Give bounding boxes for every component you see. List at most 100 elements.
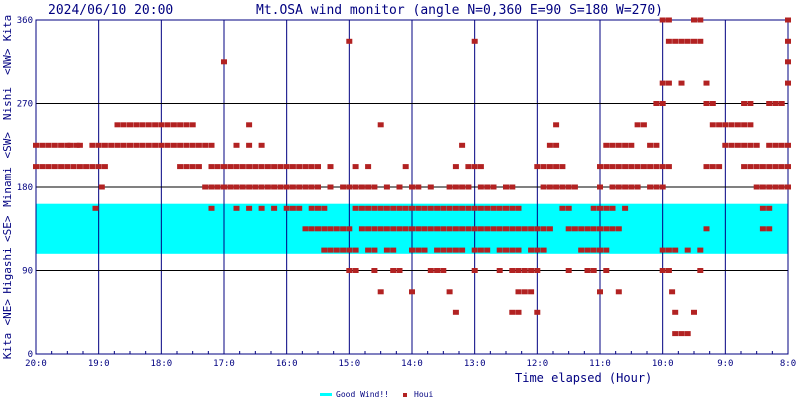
houi-point	[597, 226, 603, 232]
houi-point	[490, 205, 497, 211]
houi-point	[559, 184, 566, 190]
houi-point	[383, 226, 390, 232]
houi-point	[465, 226, 472, 232]
houi-point	[697, 38, 704, 44]
houi-point	[195, 142, 202, 148]
houi-point	[778, 164, 785, 170]
houi-point	[239, 184, 246, 190]
houi-point	[528, 247, 535, 253]
houi-point	[622, 142, 629, 148]
houi-point	[709, 122, 716, 128]
houi-point	[772, 142, 779, 148]
houi-point	[703, 164, 710, 170]
houi-point	[766, 164, 773, 170]
houi-point	[315, 184, 321, 190]
houi-point	[371, 205, 378, 211]
houi-point	[565, 205, 572, 211]
houi-point	[409, 184, 415, 190]
houi-point	[590, 226, 597, 232]
houi-point	[189, 122, 196, 128]
houi-point	[753, 184, 760, 190]
x-tick-label: 20:0	[25, 359, 47, 369]
houi-point	[691, 17, 697, 23]
houi-point	[415, 205, 422, 211]
houi-point	[503, 205, 509, 211]
houi-point	[377, 205, 384, 211]
houi-point	[340, 184, 347, 190]
houi-point	[553, 122, 560, 128]
houi-point	[672, 331, 679, 337]
houi-point	[659, 268, 666, 273]
houi-point	[766, 184, 773, 190]
houi-point	[678, 80, 685, 86]
houi-point	[678, 331, 685, 337]
houi-point	[785, 184, 791, 190]
houi-point	[669, 289, 676, 295]
houi-point	[534, 164, 541, 170]
houi-point	[177, 122, 184, 128]
houi-point	[615, 184, 622, 190]
houi-point	[659, 247, 666, 253]
houi-point	[534, 226, 541, 232]
houi-point	[534, 309, 541, 315]
houi-point	[672, 247, 679, 253]
houi-point	[427, 268, 434, 273]
houi-point	[214, 164, 221, 170]
houi-point	[734, 122, 741, 128]
houi-point	[477, 205, 484, 211]
houi-point	[64, 164, 71, 170]
houi-point	[108, 142, 115, 148]
houi-point	[615, 164, 622, 170]
houi-point	[559, 164, 566, 170]
houi-point	[741, 122, 748, 128]
houi-point	[390, 205, 397, 211]
houi-point	[647, 164, 654, 170]
y-axis-label: Nishi	[1, 87, 14, 120]
houi-point	[785, 164, 791, 170]
houi-point	[346, 184, 353, 190]
houi-point	[634, 164, 641, 170]
houi-point	[597, 184, 603, 190]
houi-point	[503, 184, 509, 190]
houi-point	[252, 184, 259, 190]
houi-point	[471, 268, 478, 273]
houi-point	[785, 80, 791, 86]
houi-point	[515, 226, 522, 232]
houi-point	[703, 226, 710, 232]
houi-point	[716, 164, 723, 170]
houi-point	[208, 205, 215, 211]
houi-point	[772, 101, 779, 106]
x-tick-label: 15:0	[338, 359, 360, 369]
houi-point	[409, 205, 415, 211]
houi-point	[133, 122, 140, 128]
houi-point	[691, 309, 697, 315]
houi-point	[728, 142, 735, 148]
houi-point	[321, 205, 328, 211]
houi-point	[597, 164, 603, 170]
houi-point	[446, 247, 453, 253]
houi-point	[684, 38, 691, 44]
houi-point	[246, 122, 253, 128]
houi-point	[665, 164, 672, 170]
x-tick-label: 17:0	[213, 359, 235, 369]
houi-point	[634, 184, 641, 190]
houi-point	[352, 184, 359, 190]
houi-point	[622, 164, 629, 170]
houi-point	[95, 164, 102, 170]
houi-point	[678, 38, 685, 44]
houi-point	[584, 247, 591, 253]
y-tick-label: 360	[17, 16, 33, 26]
houi-point	[490, 184, 497, 190]
houi-point	[759, 205, 766, 211]
houi-point	[92, 205, 99, 211]
houi-point	[515, 309, 522, 315]
houi-point	[452, 184, 459, 190]
houi-point	[440, 268, 447, 273]
houi-point	[227, 164, 234, 170]
houi-point	[271, 184, 278, 190]
houi-point	[509, 205, 516, 211]
houi-point	[484, 247, 491, 253]
houi-point	[283, 184, 290, 190]
houi-point	[496, 226, 503, 232]
houi-point	[233, 184, 240, 190]
